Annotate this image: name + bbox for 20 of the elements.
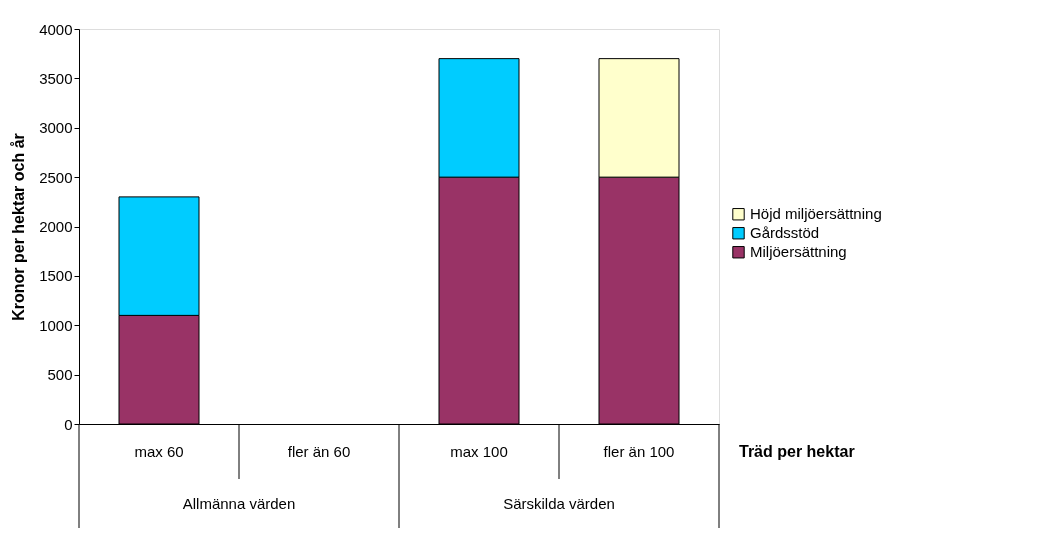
- y-tick-label: 2500: [39, 168, 73, 186]
- legend-label: Gårdsstöd: [750, 224, 820, 242]
- y-tick-label: 4000: [39, 20, 73, 38]
- legend-label: Miljöersättning: [750, 243, 847, 261]
- y-axis-title: Kronor per hektar och år: [10, 133, 28, 321]
- y-tick-label: 2000: [39, 218, 73, 235]
- y-tick-label: 1500: [39, 267, 73, 285]
- y-tick-label: 3000: [39, 119, 73, 137]
- legend-label: Höjd miljöersättning: [750, 205, 882, 223]
- text: Särskilda värden: [503, 495, 615, 512]
- y-tick-label: 500: [47, 366, 73, 384]
- y-tick-label: 1000: [39, 316, 73, 334]
- y-tick-label: 3500: [39, 69, 73, 87]
- x-tick-label: max 60: [134, 443, 184, 460]
- x-tick-label: fler än 60: [287, 443, 351, 460]
- text: Allmänna värden: [182, 495, 296, 512]
- x-tick-label: fler än 100: [603, 443, 675, 460]
- y-tick-label: 0: [64, 415, 73, 433]
- x-tick-label: max 100: [450, 443, 508, 460]
- x-axis-title: Träd per hektar: [739, 443, 855, 460]
